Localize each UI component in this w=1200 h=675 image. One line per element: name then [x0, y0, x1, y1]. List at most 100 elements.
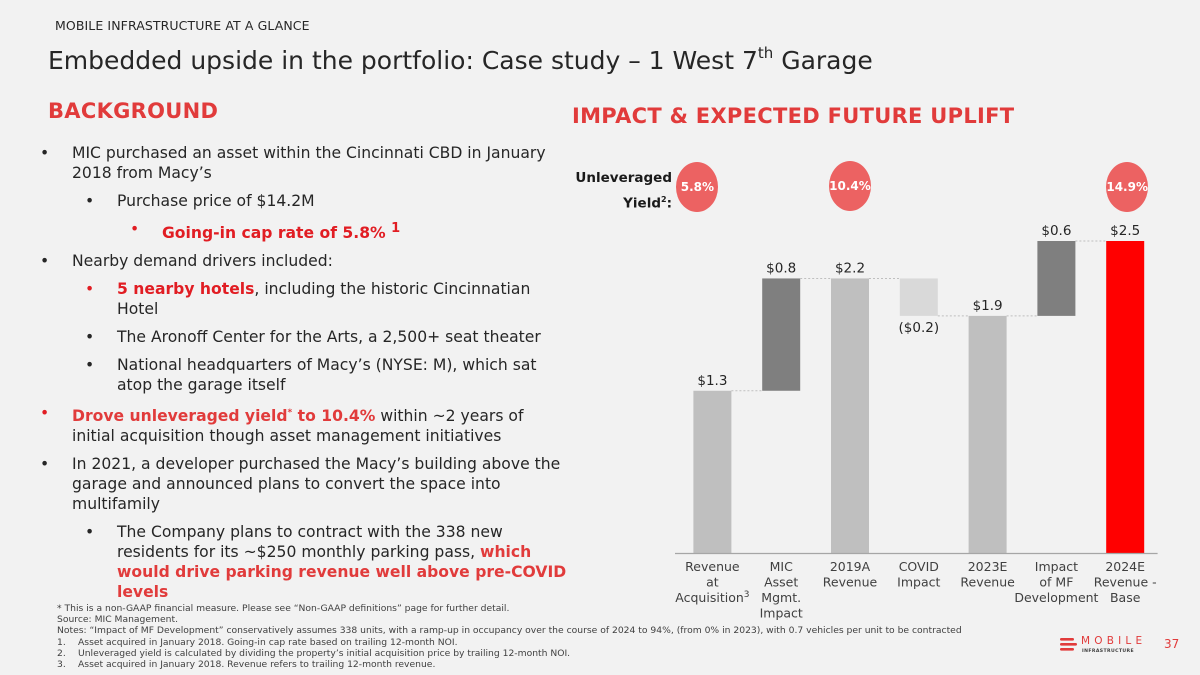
yield-label-line1: Unleveraged: [575, 170, 672, 186]
bullet-item: National headquarters of Macy’s (NYSE: M…: [85, 355, 570, 395]
impact-heading: IMPACT & EXPECTED FUTURE UPLIFT: [572, 104, 1015, 128]
category-footnote-ref: 3: [744, 590, 750, 600]
data-label: $0.8: [766, 260, 796, 276]
yield-bubble: 5.8%: [676, 162, 719, 212]
bullet-item: 5 nearby hotels, including the historic …: [85, 279, 570, 319]
footnote-text: Source: MIC Management.: [57, 614, 178, 626]
bar-6: [1106, 241, 1145, 553]
category-label: 2024E: [1105, 559, 1145, 574]
page-title: Embedded upside in the portfolio: Case s…: [48, 44, 873, 75]
footnote-line: 2. Unleveraged yield is calculated by div…: [57, 648, 962, 659]
category-label: 2019A: [830, 559, 871, 574]
bullet-text: In 2021, a developer purchased the Macy’…: [72, 455, 561, 514]
yield-label-colon: :: [666, 195, 672, 212]
footnote-number: 3.: [57, 659, 66, 671]
bullet-text: National headquarters of Macy’s (NYSE: M…: [117, 356, 537, 395]
bullet-item: The Aronoff Center for the Arts, a 2,500…: [85, 327, 570, 347]
title-text: Embedded upside in the portfolio: Case s…: [48, 46, 758, 75]
bullet-item: Purchase price of $14.2M: [85, 191, 570, 211]
bullet-item: The Company plans to contract with the 3…: [85, 522, 570, 602]
bar-5: [1037, 241, 1076, 316]
bullet-item: MIC purchased an asset within the Cincin…: [40, 143, 570, 183]
category-label-text: MIC: [770, 559, 793, 574]
footnote-line: 3. Asset acquired in January 2018. Revenu…: [57, 659, 962, 670]
category-label: Asset: [764, 575, 798, 590]
yield-bubble: 10.4%: [829, 161, 871, 211]
data-label: $1.9: [973, 298, 1003, 314]
bullet-item: In 2021, a developer purchased the Macy’…: [40, 454, 570, 514]
mobile-infrastructure-logo: MOBILE INFRASTRUCTURE: [1060, 635, 1146, 654]
category-label-text: COVID: [899, 559, 939, 574]
background-bullet-list: MIC purchased an asset within the Cincin…: [40, 143, 570, 610]
bullet-item: Going-in cap rate of 5.8% 1: [130, 219, 570, 243]
category-label-text: at: [706, 575, 719, 590]
category-label-text: Development: [1014, 590, 1098, 605]
bullet-item: Drove unleveraged yield* to 10.4% within…: [40, 403, 570, 446]
unleveraged-yield-label: Unleveraged Yield2:: [570, 167, 672, 215]
category-label-text: 2023E: [968, 559, 1008, 574]
footnote-text: Asset acquired in January 2018. Going-in…: [78, 636, 458, 648]
category-label-text: Base: [1110, 590, 1141, 605]
category-label-text: Revenue: [823, 575, 878, 590]
bullet-sup: 1: [391, 221, 401, 236]
footnote-number: 1.: [57, 636, 66, 648]
category-label-text: Revenue: [960, 575, 1015, 590]
bullet-text: Purchase price of $14.2M: [117, 192, 315, 210]
bullet-text: The Company plans to contract with the 3…: [117, 523, 503, 562]
bullet-highlight: Going-in cap rate of 5.8%: [162, 224, 392, 243]
category-label: Impact: [897, 575, 940, 590]
bar-0: [693, 390, 732, 553]
bar-1: [762, 278, 801, 391]
bullet-highlight-end: which would drive parking revenue well a…: [117, 543, 567, 602]
footnote-line: 1. Asset acquired in January 2018. Going-…: [57, 637, 962, 648]
category-label: Revenue -: [1094, 575, 1157, 590]
bullet-text: , including the historic Cincinnatian Ho…: [117, 280, 531, 319]
category-label: COVID: [899, 559, 939, 574]
background-heading: BACKGROUND: [48, 99, 219, 123]
bullet-item: Nearby demand drivers included:: [40, 251, 570, 271]
footnote-ref: *: [287, 408, 293, 419]
bullet-highlight: Drove unleveraged yield* to 10.4%: [72, 407, 375, 425]
bullet-text: MIC purchased an asset within the Cincin…: [72, 144, 546, 182]
category-label: Revenue: [685, 559, 740, 574]
footnotes: * This is a non-GAAP financial measure. …: [57, 603, 962, 670]
category-label-text: Impact: [897, 575, 940, 590]
bullet-highlight-pre: Drove unleveraged yield: [72, 407, 288, 426]
logo-bar-icon: [1060, 638, 1074, 641]
category-label-text: Asset: [764, 575, 798, 590]
category-label-text: of MF: [1039, 575, 1073, 590]
yield-label-line2: Yield2:: [570, 189, 672, 215]
category-label: at: [706, 575, 719, 590]
category-label-text: Revenue: [685, 559, 740, 574]
footnote-line: * This is a non-GAAP financial measure. …: [57, 603, 962, 614]
footnote-text: Notes: “Impact of MF Development” conser…: [57, 625, 962, 637]
footnote-text: * This is a non-GAAP financial measure. …: [57, 603, 510, 614]
category-label: Development: [1014, 590, 1098, 605]
footnote-number: 2.: [57, 647, 66, 659]
logo-bar-icon: [1060, 643, 1077, 646]
category-label-text: 2024E: [1105, 559, 1145, 574]
bullet-text: Nearby demand drivers included:: [72, 252, 333, 271]
title-suffix: Garage: [773, 46, 873, 75]
category-label: of MF: [1039, 575, 1073, 590]
footnote-line: Notes: “Impact of MF Development” conser…: [57, 625, 962, 636]
data-label: $2.2: [835, 260, 865, 276]
footnote-text: Unleveraged yield is calculated by divid…: [78, 647, 571, 659]
bar-2: [831, 278, 869, 553]
category-label: Base: [1110, 590, 1141, 605]
logo-bar-icon: [1060, 648, 1074, 651]
logo-word: MOBILE: [1081, 635, 1146, 647]
logo-subword: INFRASTRUCTURE: [1082, 648, 1134, 654]
category-label-text: Impact: [1035, 559, 1078, 574]
category-label: MIC: [770, 559, 793, 574]
category-label-text: Revenue -: [1094, 575, 1157, 590]
page-number: 37: [1164, 637, 1180, 651]
yield-footnote-ref: 2: [661, 195, 667, 204]
yield-bubble: 14.9%: [1106, 162, 1149, 212]
data-label: $1.3: [697, 373, 727, 389]
bullet-highlight: 5 nearby hotels: [117, 280, 255, 299]
yield-label-word: Yield: [623, 195, 662, 212]
bullet-text: within ~2 years of initial acquisition t…: [72, 407, 524, 446]
category-label: Impact: [1035, 559, 1078, 574]
bar-3: [899, 278, 938, 316]
